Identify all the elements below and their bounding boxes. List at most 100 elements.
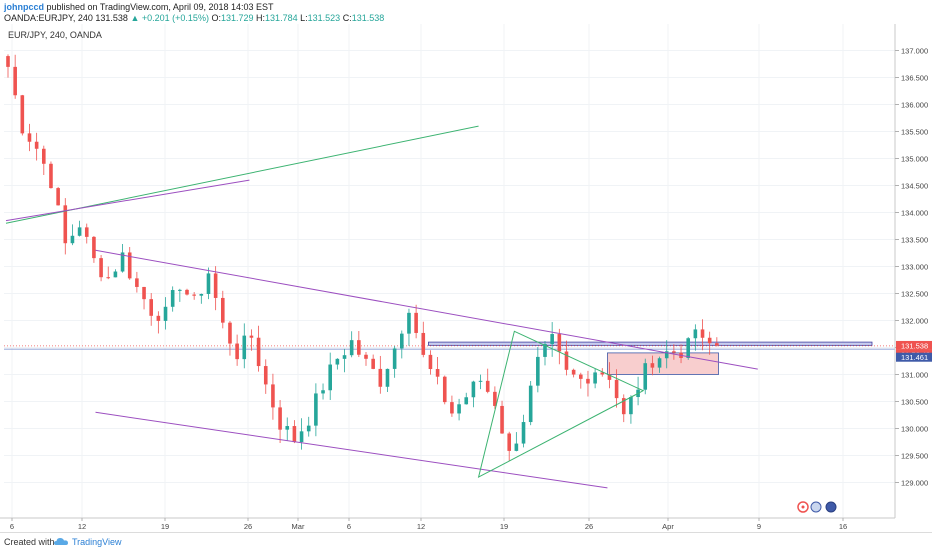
close-label: C: [342,13,352,23]
candle-body [672,351,676,353]
low-label: L: [300,13,308,23]
time-tick-label: Mar [292,522,305,531]
price-tick-label: 134.000 [901,209,928,218]
candle-body [536,356,540,386]
candle-body [256,337,261,367]
candle-body [70,235,75,244]
candle-body [478,380,483,382]
candle-body [428,354,433,370]
candle-body [371,358,375,369]
candle-body [328,364,332,391]
candle-body [715,343,719,346]
open-value: 131.729 [220,13,254,23]
candle-body [571,369,576,375]
price-tick-label: 133.000 [901,263,928,272]
candle-body [271,384,275,408]
candle-body [106,277,111,279]
level-price-tag-bg [896,352,932,362]
close-value: 131.538 [351,13,385,23]
candle-body [392,348,397,369]
ohlc-info: OANDA:EURJPY, 240 131.538 ▲ +0.201 (+0.1… [4,13,384,23]
candle-body [707,337,712,344]
candle-body [113,271,118,278]
candle-body [149,299,153,316]
price-tick-label: 134.500 [901,182,928,191]
candle-body [421,332,426,355]
author-name[interactable]: johnpccd [4,2,44,12]
up-arrow-icon: ▲ [130,13,140,23]
candle-body [321,390,325,394]
ascending-trendline-purple [5,179,250,222]
candle-body [407,312,411,334]
candle-body [550,334,554,345]
price-tick-label: 132.000 [901,317,928,326]
high-label: H: [256,13,266,23]
candle-body [199,293,204,296]
candle-body [178,289,182,291]
candle-body [385,368,390,387]
candle-body [49,163,53,189]
candle-body [142,286,146,300]
candle-body [306,425,311,432]
descending-channel-lower [95,411,608,489]
earnings-icon[interactable] [825,501,837,513]
candle-body [400,333,404,349]
candle-body [221,297,225,323]
candle-body [629,397,633,415]
price-tick-label: 135.500 [901,128,928,137]
candle-body [335,358,340,365]
time-tick-label: 26 [244,522,252,531]
candle-body [228,322,232,344]
dividend-icon[interactable] [810,501,822,513]
time-tick-label: 12 [417,522,425,531]
price-axis[interactable]: 137.000 136.500 136.000 135.500 135.000 134.5… [895,47,928,488]
publish-info: johnpccd published on TradingView.com, A… [4,2,274,12]
chart-widgets [797,501,837,513]
published-text: published on TradingView.com, April 09, … [46,2,274,12]
price-tick-label: 136.000 [901,101,928,110]
candle-body [314,393,318,426]
candle-body [213,273,218,298]
candle-body [42,148,46,164]
event-icon[interactable] [797,501,809,513]
candle-body [493,391,497,406]
event-icon-dot [801,505,805,509]
candle-body [92,236,96,259]
symbol-label: OANDA:EURJPY, 240 [4,13,93,23]
trend-lines [5,125,758,489]
candle-body [135,278,139,287]
tradingview-link[interactable]: TradingView [72,537,122,547]
candle-body [514,443,519,451]
price-tick-label: 129.000 [901,479,928,488]
price-tick-label: 130.500 [901,398,928,407]
candle-body [13,66,17,96]
low-value: 131.523 [307,13,341,23]
candle-body [34,141,39,149]
candle-body [6,56,10,67]
candle-body [650,363,655,368]
time-tick-label: 6 [10,522,14,531]
price-tags: 131.53801:56:49131.461 [896,340,932,362]
candle-body [528,385,533,423]
candle-body [235,343,239,360]
candle-body [657,358,662,368]
candle-body [607,374,612,380]
candle-body [435,369,440,377]
candle-body [170,290,175,307]
candle-body [442,376,447,403]
candle-body [457,404,461,414]
candle-body [292,426,297,443]
candle-body [285,426,290,430]
candle-body [485,380,490,392]
time-tick-label: 9 [757,522,761,531]
price-tick-label: 131.000 [901,371,928,380]
time-axis[interactable]: 6 12 19 26 Mar 6 12 19 26 Apr 9 16 [10,518,847,531]
candle-body [621,398,626,415]
open-label: O: [211,13,221,23]
candle-body [349,340,354,356]
high-value: 131.784 [265,13,298,23]
price-tick-label: 129.500 [901,452,928,461]
resistance-box [428,341,873,346]
descending-channel-upper [95,249,758,370]
price-chart[interactable]: 137.000 136.500 136.000 135.500 135.000 134.5… [0,24,932,532]
